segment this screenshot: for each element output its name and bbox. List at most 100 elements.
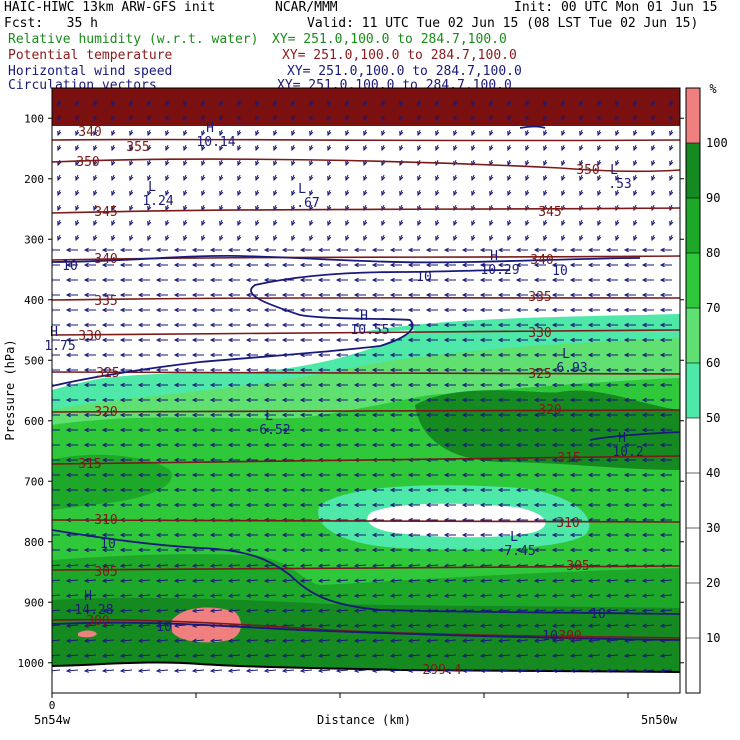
vector-arrow xyxy=(345,234,350,242)
vector-arrow xyxy=(669,189,674,197)
vector-arrow xyxy=(497,277,510,283)
vector-arrow xyxy=(101,247,114,253)
theta-line-345 xyxy=(52,207,680,214)
vector-arrow xyxy=(263,322,276,328)
vector-arrow xyxy=(461,593,475,598)
vector-arrow xyxy=(543,219,548,227)
vector-arrow xyxy=(155,427,168,433)
vector-arrow xyxy=(299,623,313,628)
vector-arrow xyxy=(587,578,601,583)
vector-arrow xyxy=(191,442,204,448)
vector-arrow xyxy=(407,262,420,268)
theta-label: 340 xyxy=(78,125,101,140)
theta-label: 340 xyxy=(530,253,553,268)
vector-arrow xyxy=(209,337,222,343)
vector-arrow xyxy=(389,668,403,673)
vector-arrow xyxy=(425,307,438,313)
vector-arrow xyxy=(191,247,204,253)
vector-arrow xyxy=(417,174,422,182)
vector-arrow xyxy=(363,114,368,122)
vector-arrow xyxy=(399,174,404,182)
vector-arrow xyxy=(479,487,492,493)
vector-arrow xyxy=(75,189,80,197)
vector-arrow xyxy=(155,578,169,583)
vector-arrow xyxy=(137,502,150,508)
vector-arrow xyxy=(52,367,60,373)
vector-arrow xyxy=(191,593,205,598)
colorbar-band xyxy=(686,308,700,363)
vector-arrow xyxy=(209,593,223,598)
vector-arrow xyxy=(641,502,654,508)
vector-arrow xyxy=(389,442,402,448)
vector-arrow xyxy=(155,457,168,463)
vector-arrow xyxy=(245,247,258,253)
vector-arrow xyxy=(407,337,420,343)
vector-arrow xyxy=(83,277,96,283)
x-origin-label: 0 xyxy=(49,699,56,712)
vector-arrow xyxy=(119,247,132,253)
vector-arrow xyxy=(515,427,528,433)
vector-arrow xyxy=(443,337,456,343)
colorbar-tick-label: 100 xyxy=(706,136,728,150)
vector-arrow xyxy=(245,397,258,403)
extremum-value: 10.55 xyxy=(350,323,389,338)
vector-arrow xyxy=(227,578,241,583)
speed-line-low xyxy=(52,529,680,615)
vector-arrow xyxy=(335,593,349,598)
vector-arrow xyxy=(245,322,258,328)
vector-arrow xyxy=(219,159,224,167)
vector-arrow xyxy=(597,144,602,152)
vector-arrow xyxy=(425,397,438,403)
vector-arrow xyxy=(155,367,168,373)
vector-arrow xyxy=(317,307,330,313)
vector-arrow xyxy=(353,352,366,358)
theta-contours xyxy=(52,138,680,639)
vector-arrow xyxy=(651,99,656,107)
colorbar-tick-label: 30 xyxy=(706,521,720,535)
vector-arrow xyxy=(641,668,655,673)
vector-arrow xyxy=(57,174,62,182)
vector-arrow xyxy=(389,547,402,553)
vector-arrow xyxy=(659,337,672,343)
vector-arrow xyxy=(119,502,132,508)
vector-arrow xyxy=(353,397,366,403)
vector-arrow xyxy=(425,427,438,433)
vector-arrow xyxy=(363,174,368,182)
vector-arrow xyxy=(57,189,62,197)
vector-arrow xyxy=(245,547,258,553)
vector-arrow xyxy=(345,189,350,197)
vector-arrow xyxy=(191,578,205,583)
vector-arrow xyxy=(561,234,566,242)
vector-arrow xyxy=(345,219,350,227)
vector-arrow xyxy=(597,189,602,197)
vector-arrow xyxy=(65,397,78,403)
vector-arrow xyxy=(299,608,313,613)
vector-arrow xyxy=(497,322,510,328)
vector-arrow xyxy=(65,322,78,328)
vector-arrow xyxy=(443,322,456,328)
vector-arrow xyxy=(561,219,566,227)
vector-arrow xyxy=(245,638,259,643)
vector-arrow xyxy=(623,502,636,508)
vector-arrow xyxy=(623,593,637,598)
vector-arrow xyxy=(479,352,492,358)
vector-arrow xyxy=(443,593,457,598)
vector-arrow xyxy=(52,412,60,418)
vector-arrow xyxy=(471,234,476,242)
vector-arrow xyxy=(569,382,582,388)
vector-arrow xyxy=(497,532,510,538)
vector-arrow xyxy=(281,412,294,418)
vector-arrow xyxy=(52,638,61,643)
vector-arrow xyxy=(57,114,62,122)
vector-arrow xyxy=(569,487,582,493)
vector-arrow xyxy=(425,277,438,283)
vector-arrow xyxy=(75,114,80,122)
vector-arrow xyxy=(371,487,384,493)
theta-label: 305 xyxy=(566,559,589,574)
vector-arrow xyxy=(551,578,565,583)
vector-arrow xyxy=(407,322,420,328)
extremum-type: L xyxy=(562,347,570,362)
vector-arrow xyxy=(533,322,546,328)
vector-arrow xyxy=(623,653,637,658)
vector-arrow xyxy=(497,337,510,343)
